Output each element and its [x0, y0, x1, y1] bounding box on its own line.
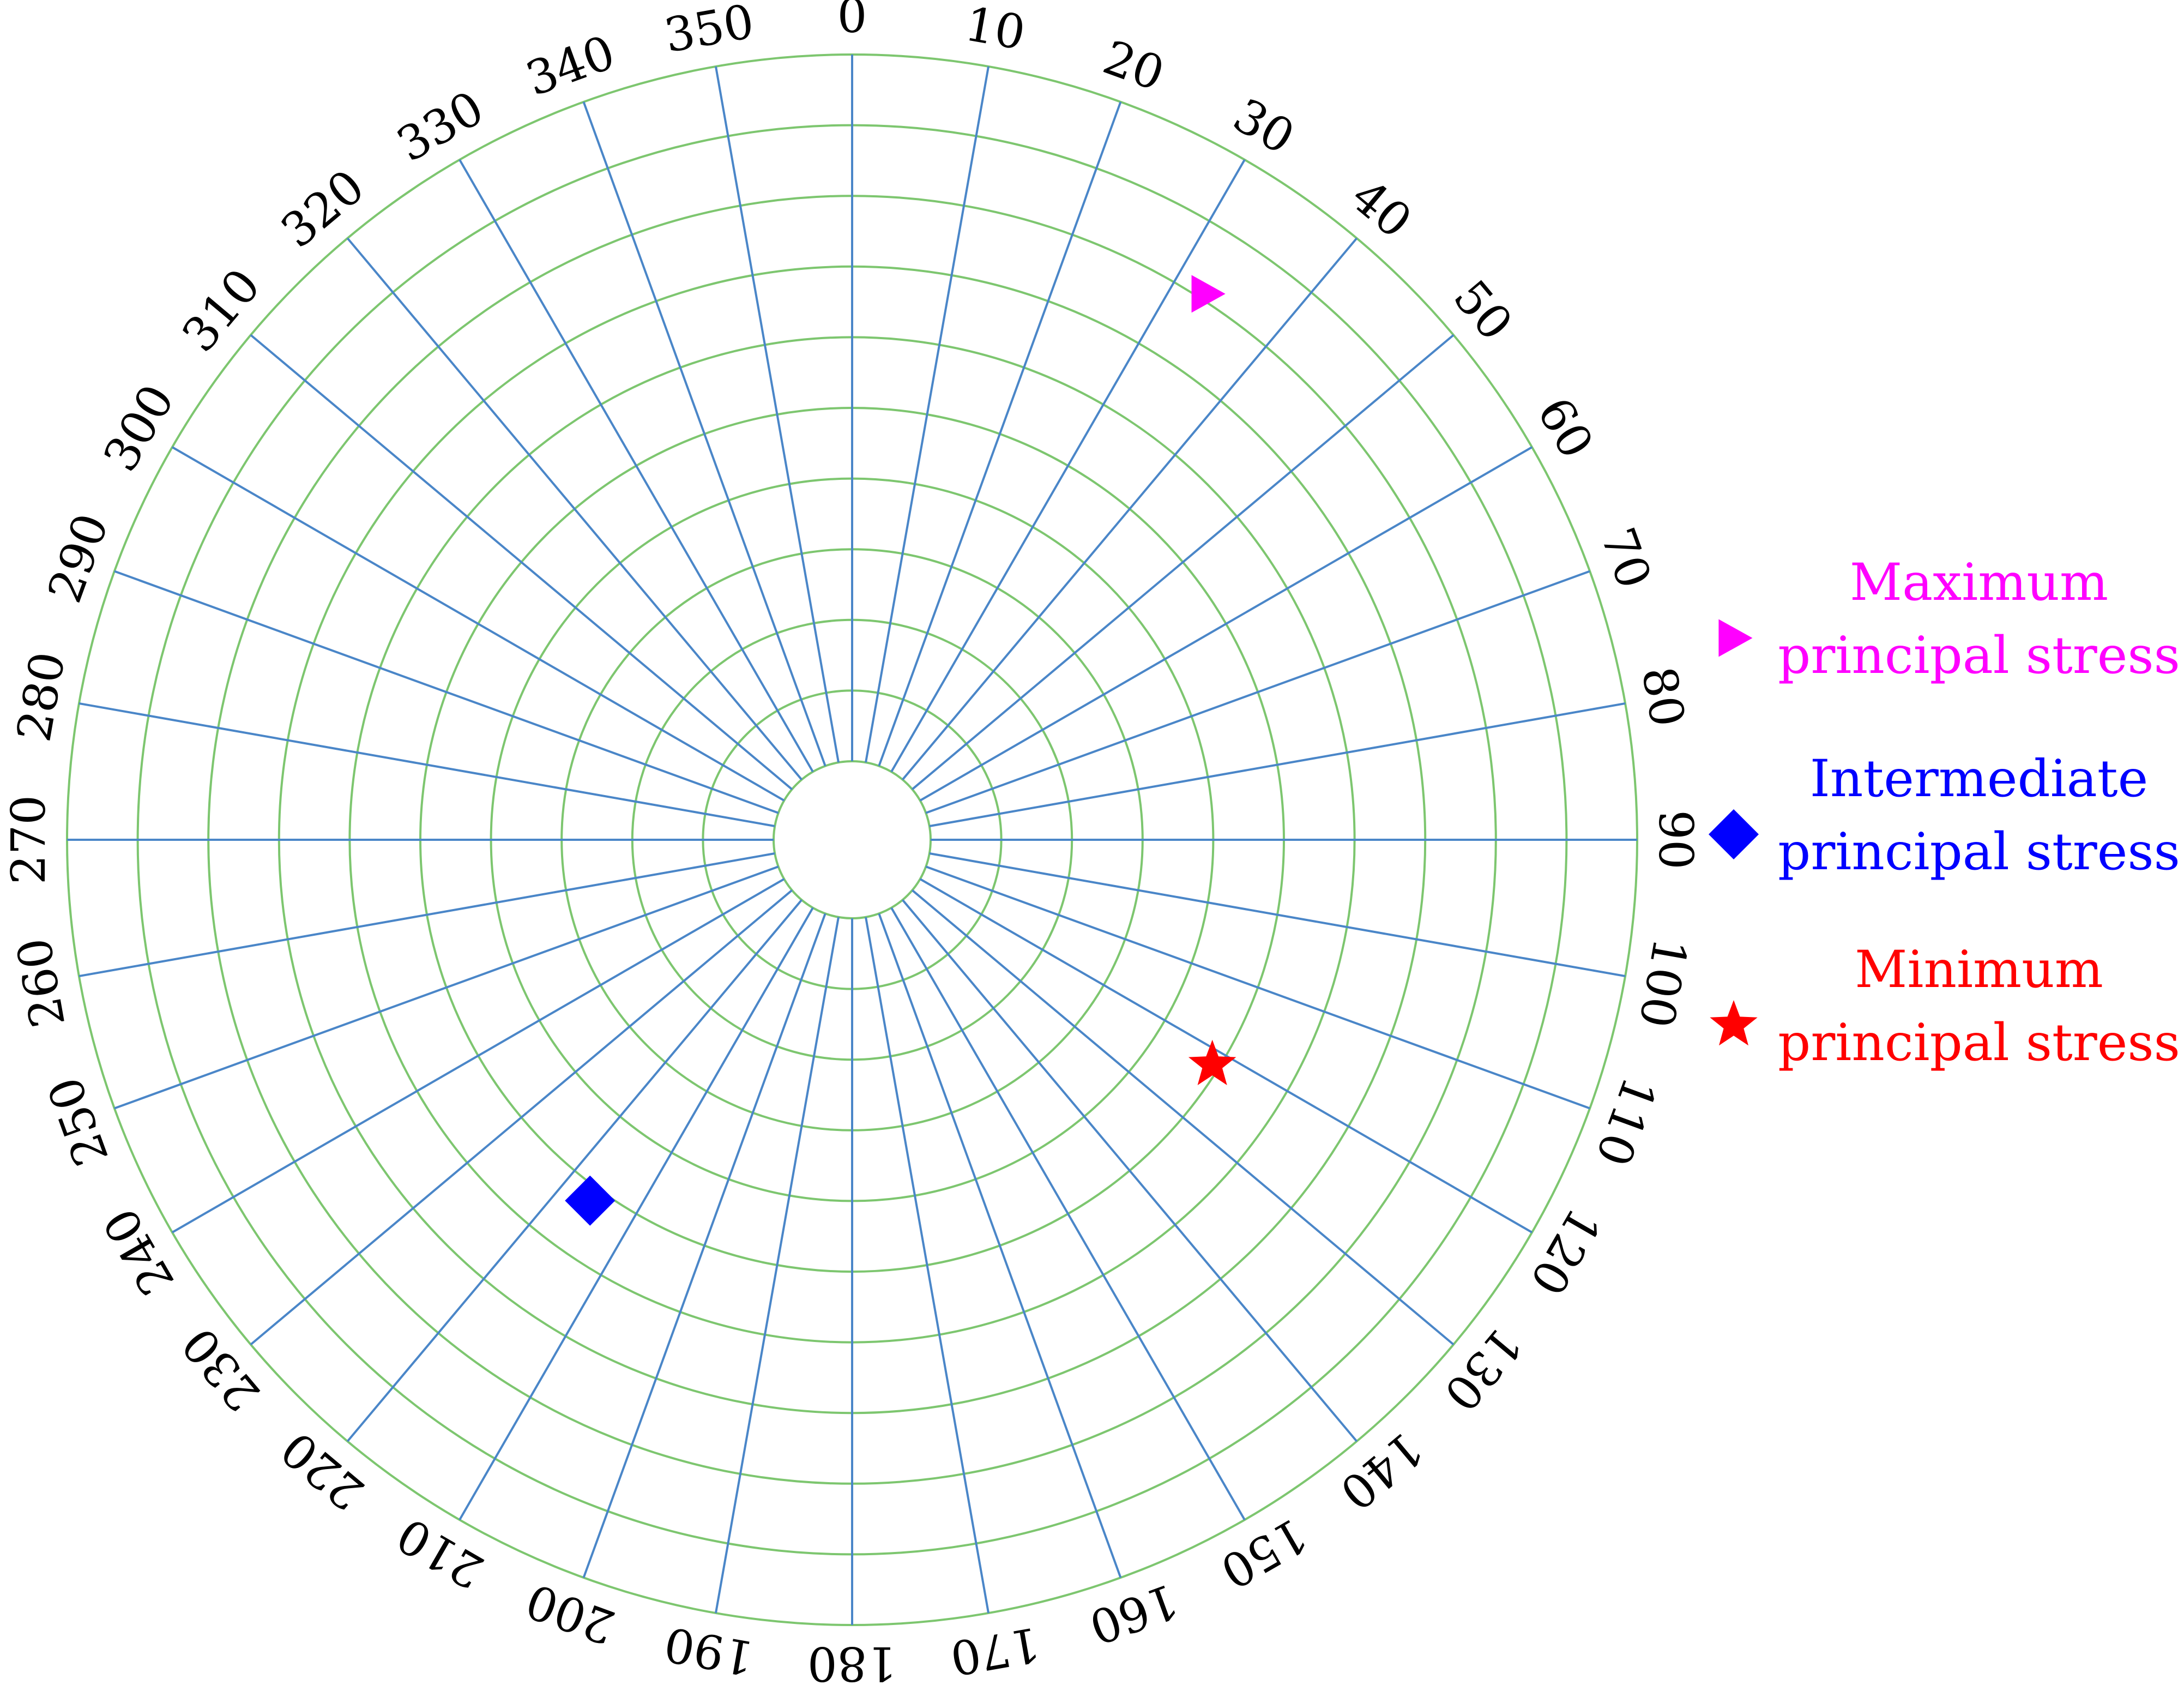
spoke-70: [925, 570, 1590, 814]
spoke-110: [925, 865, 1590, 1110]
spoke-310: [250, 334, 793, 790]
legend: Maximum principal stress Intermediate princ…: [1709, 553, 2180, 1073]
legend-label-0: Maximum principal stress: [1778, 553, 2180, 685]
tick-label-40: 40: [1341, 169, 1422, 249]
spoke-140: [902, 899, 1358, 1442]
spoke-160: [878, 913, 1122, 1578]
spoke-200: [582, 913, 826, 1578]
tick-label-210: 210: [388, 1507, 493, 1599]
spoke-80: [929, 702, 1626, 827]
tick-label-80: 80: [1631, 663, 1694, 731]
spoke-100: [929, 852, 1626, 978]
spoke-150: [890, 907, 1246, 1521]
tick-label-180: 180: [807, 1636, 897, 1685]
tick-label-270: 270: [2, 795, 56, 884]
spoke-40: [902, 237, 1358, 780]
tick-label-300: 300: [93, 376, 185, 480]
legend-marker-star: [1710, 1000, 1758, 1046]
tick-label-280: 280: [7, 648, 76, 745]
tick-label-0: 0: [837, 0, 867, 44]
point-triangle-right-0: [1191, 275, 1226, 313]
spoke-60: [919, 446, 1533, 802]
tick-label-120: 120: [1519, 1199, 1611, 1304]
tick-label-130: 130: [1433, 1317, 1533, 1421]
spoke-350: [714, 66, 840, 763]
tick-label-310: 310: [172, 258, 271, 362]
spoke-130: [912, 889, 1455, 1346]
tick-label-240: 240: [93, 1199, 185, 1304]
spoke-170: [865, 917, 990, 1614]
tick-label-220: 220: [271, 1421, 375, 1520]
spoke-250: [114, 865, 779, 1110]
spoke-280: [79, 702, 775, 827]
tick-label-260: 260: [7, 934, 76, 1032]
spoke-30: [890, 159, 1246, 773]
tick-label-90: 90: [1648, 810, 1703, 869]
spoke-50: [912, 334, 1455, 790]
tick-label-10: 10: [961, 0, 1029, 61]
spoke-230: [250, 889, 793, 1346]
tick-label-140: 140: [1330, 1421, 1433, 1520]
data-points: [565, 275, 1236, 1226]
tick-label-150: 150: [1211, 1507, 1316, 1599]
tick-label-230: 230: [172, 1317, 271, 1421]
spoke-300: [171, 446, 785, 802]
tick-label-320: 320: [271, 159, 375, 258]
ring-0: [773, 760, 932, 919]
tick-label-70: 70: [1590, 521, 1661, 595]
legend-marker-triangle-right: [1718, 619, 1753, 657]
spoke-10: [865, 66, 990, 763]
legend-label-1: Intermediate principal stress: [1778, 749, 2180, 882]
point-star-0: [1188, 1039, 1236, 1085]
spoke-20: [878, 101, 1122, 767]
spoke-290: [114, 570, 779, 814]
spoke-330: [458, 159, 814, 773]
point-diamond-0: [565, 1175, 616, 1226]
spoke-220: [346, 899, 803, 1442]
tick-label-100: 100: [1628, 934, 1698, 1032]
tick-label-50: 50: [1443, 270, 1523, 351]
legend-marker-diamond: [1709, 809, 1759, 859]
tick-label-190: 190: [660, 1616, 758, 1685]
tick-label-350: 350: [660, 0, 758, 63]
spoke-240: [171, 878, 785, 1233]
spoke-340: [582, 101, 826, 767]
spoke-320: [346, 237, 803, 780]
tick-label-330: 330: [388, 81, 493, 173]
tick-label-20: 20: [1096, 30, 1171, 101]
spoke-260: [79, 852, 775, 978]
tick-label-170: 170: [946, 1616, 1044, 1685]
legend-label-2: Minimum principal stress: [1778, 940, 2180, 1073]
spoke-grid: [67, 55, 1637, 1625]
spoke-210: [458, 907, 814, 1521]
spoke-120: [919, 878, 1533, 1233]
spoke-190: [714, 917, 840, 1614]
